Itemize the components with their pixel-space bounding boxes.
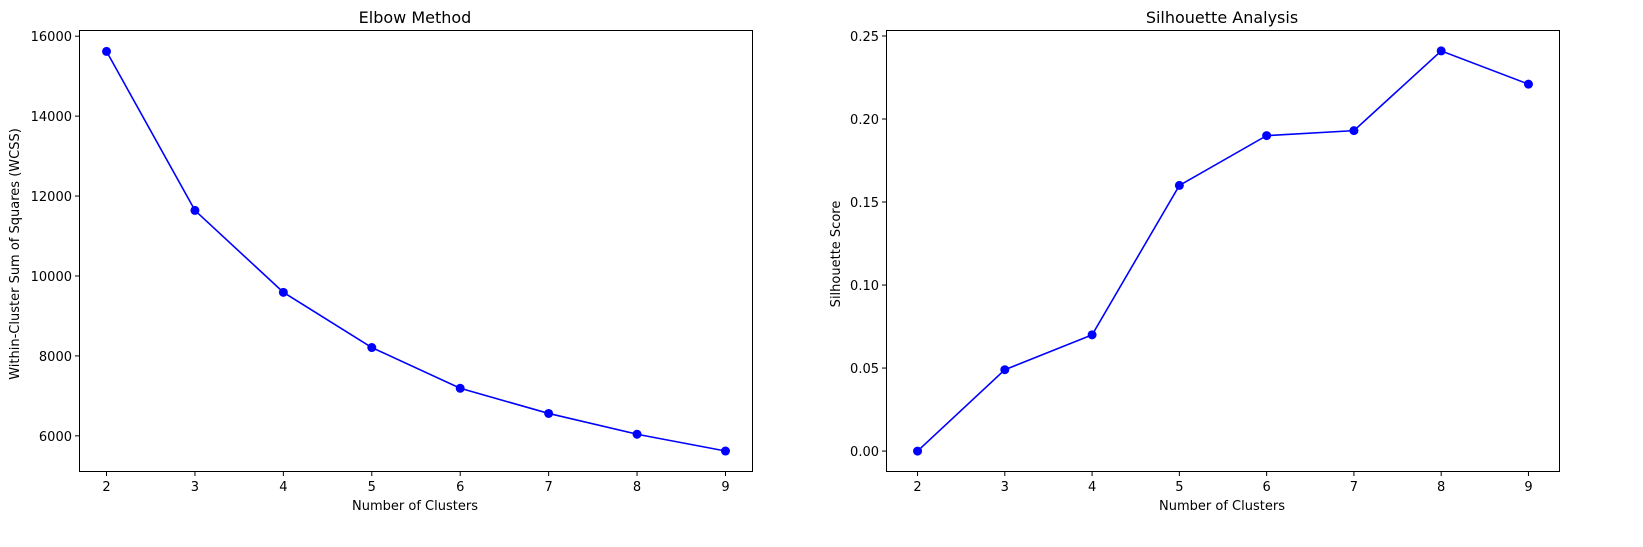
- elbow-y-tick-label: 8000: [39, 350, 72, 365]
- elbow-x-tick-label: 7: [544, 480, 552, 495]
- elbow-y-axis-label: Within-Cluster Sum of Squares (WCSS): [8, 128, 23, 380]
- elbow-y-tick-label: 10000: [31, 270, 72, 285]
- elbow-chart: Elbow Method Number of Clusters Within-C…: [8, 8, 753, 514]
- silhouette-x-tick-label: 6: [1262, 480, 1270, 495]
- elbow-x-tick-label: 3: [191, 480, 199, 495]
- elbow-x-tick-label: 4: [279, 480, 287, 495]
- silhouette-chart-title: Silhouette Analysis: [1146, 8, 1298, 27]
- elbow-x-tick-label: 6: [456, 480, 464, 495]
- elbow-plot-frame: [79, 30, 753, 472]
- elbow-series-line: [105, 50, 726, 452]
- silhouette-chart: Silhouette Analysis Number of Clusters S…: [829, 8, 1560, 514]
- silhouette-x-tick-label: 9: [1524, 480, 1532, 495]
- silhouette-x-tick-label: 2: [913, 480, 921, 495]
- silhouette-x-tick-label: 8: [1437, 480, 1445, 495]
- silhouette-data-point: [1174, 180, 1184, 190]
- silhouette-series: [913, 46, 1533, 456]
- silhouette-x-ticks: 2 3 4 5 6 7 8 9: [913, 471, 1533, 495]
- silhouette-x-axis-label: Number of Clusters: [1159, 499, 1285, 514]
- elbow-data-point: [632, 429, 642, 439]
- elbow-data-point: [190, 205, 200, 215]
- silhouette-y-tick-label: 0.20: [850, 113, 879, 128]
- elbow-x-axis-label: Number of Clusters: [352, 499, 478, 514]
- silhouette-y-tick-label: 0.05: [850, 362, 879, 377]
- elbow-x-tick-label: 2: [102, 480, 110, 495]
- silhouette-y-tick-label: 0.10: [850, 279, 879, 294]
- elbow-data-point: [278, 287, 288, 297]
- elbow-x-tick-label: 5: [368, 480, 376, 495]
- elbow-data-point: [455, 383, 465, 393]
- silhouette-x-tick-label: 5: [1175, 480, 1183, 495]
- elbow-data-point: [367, 343, 377, 353]
- silhouette-x-tick-label: 4: [1088, 480, 1096, 495]
- silhouette-data-point: [1262, 131, 1272, 141]
- elbow-y-tick-label: 12000: [31, 190, 72, 205]
- silhouette-y-tick-label: 0.25: [850, 30, 879, 45]
- silhouette-data-point: [1349, 126, 1359, 136]
- silhouette-data-point: [1087, 330, 1097, 340]
- silhouette-y-tick-label: 0.15: [850, 196, 879, 211]
- silhouette-data-point: [1523, 79, 1533, 89]
- silhouette-y-axis-label: Silhouette Score: [829, 201, 844, 308]
- elbow-y-tick-label: 14000: [31, 110, 72, 125]
- silhouette-data-point: [1436, 46, 1446, 56]
- silhouette-series-line: [916, 50, 1529, 452]
- silhouette-x-tick-label: 3: [1001, 480, 1009, 495]
- elbow-data-point: [102, 46, 112, 56]
- elbow-x-tick-label: 8: [633, 480, 641, 495]
- elbow-data-point: [720, 446, 730, 456]
- elbow-y-ticks: 6000 8000 10000 12000 14000 16000: [31, 30, 80, 445]
- elbow-chart-title: Elbow Method: [359, 8, 472, 27]
- elbow-y-tick-label: 6000: [39, 430, 72, 445]
- silhouette-y-tick-label: 0.00: [850, 445, 879, 460]
- silhouette-data-point: [913, 446, 923, 456]
- elbow-x-tick-label: 9: [721, 480, 729, 495]
- silhouette-plot-frame: [886, 30, 1560, 472]
- silhouette-x-tick-label: 7: [1350, 480, 1358, 495]
- elbow-y-tick-label: 16000: [31, 30, 72, 45]
- elbow-data-point: [544, 408, 554, 418]
- elbow-series: [102, 46, 730, 456]
- silhouette-data-point: [1000, 365, 1010, 375]
